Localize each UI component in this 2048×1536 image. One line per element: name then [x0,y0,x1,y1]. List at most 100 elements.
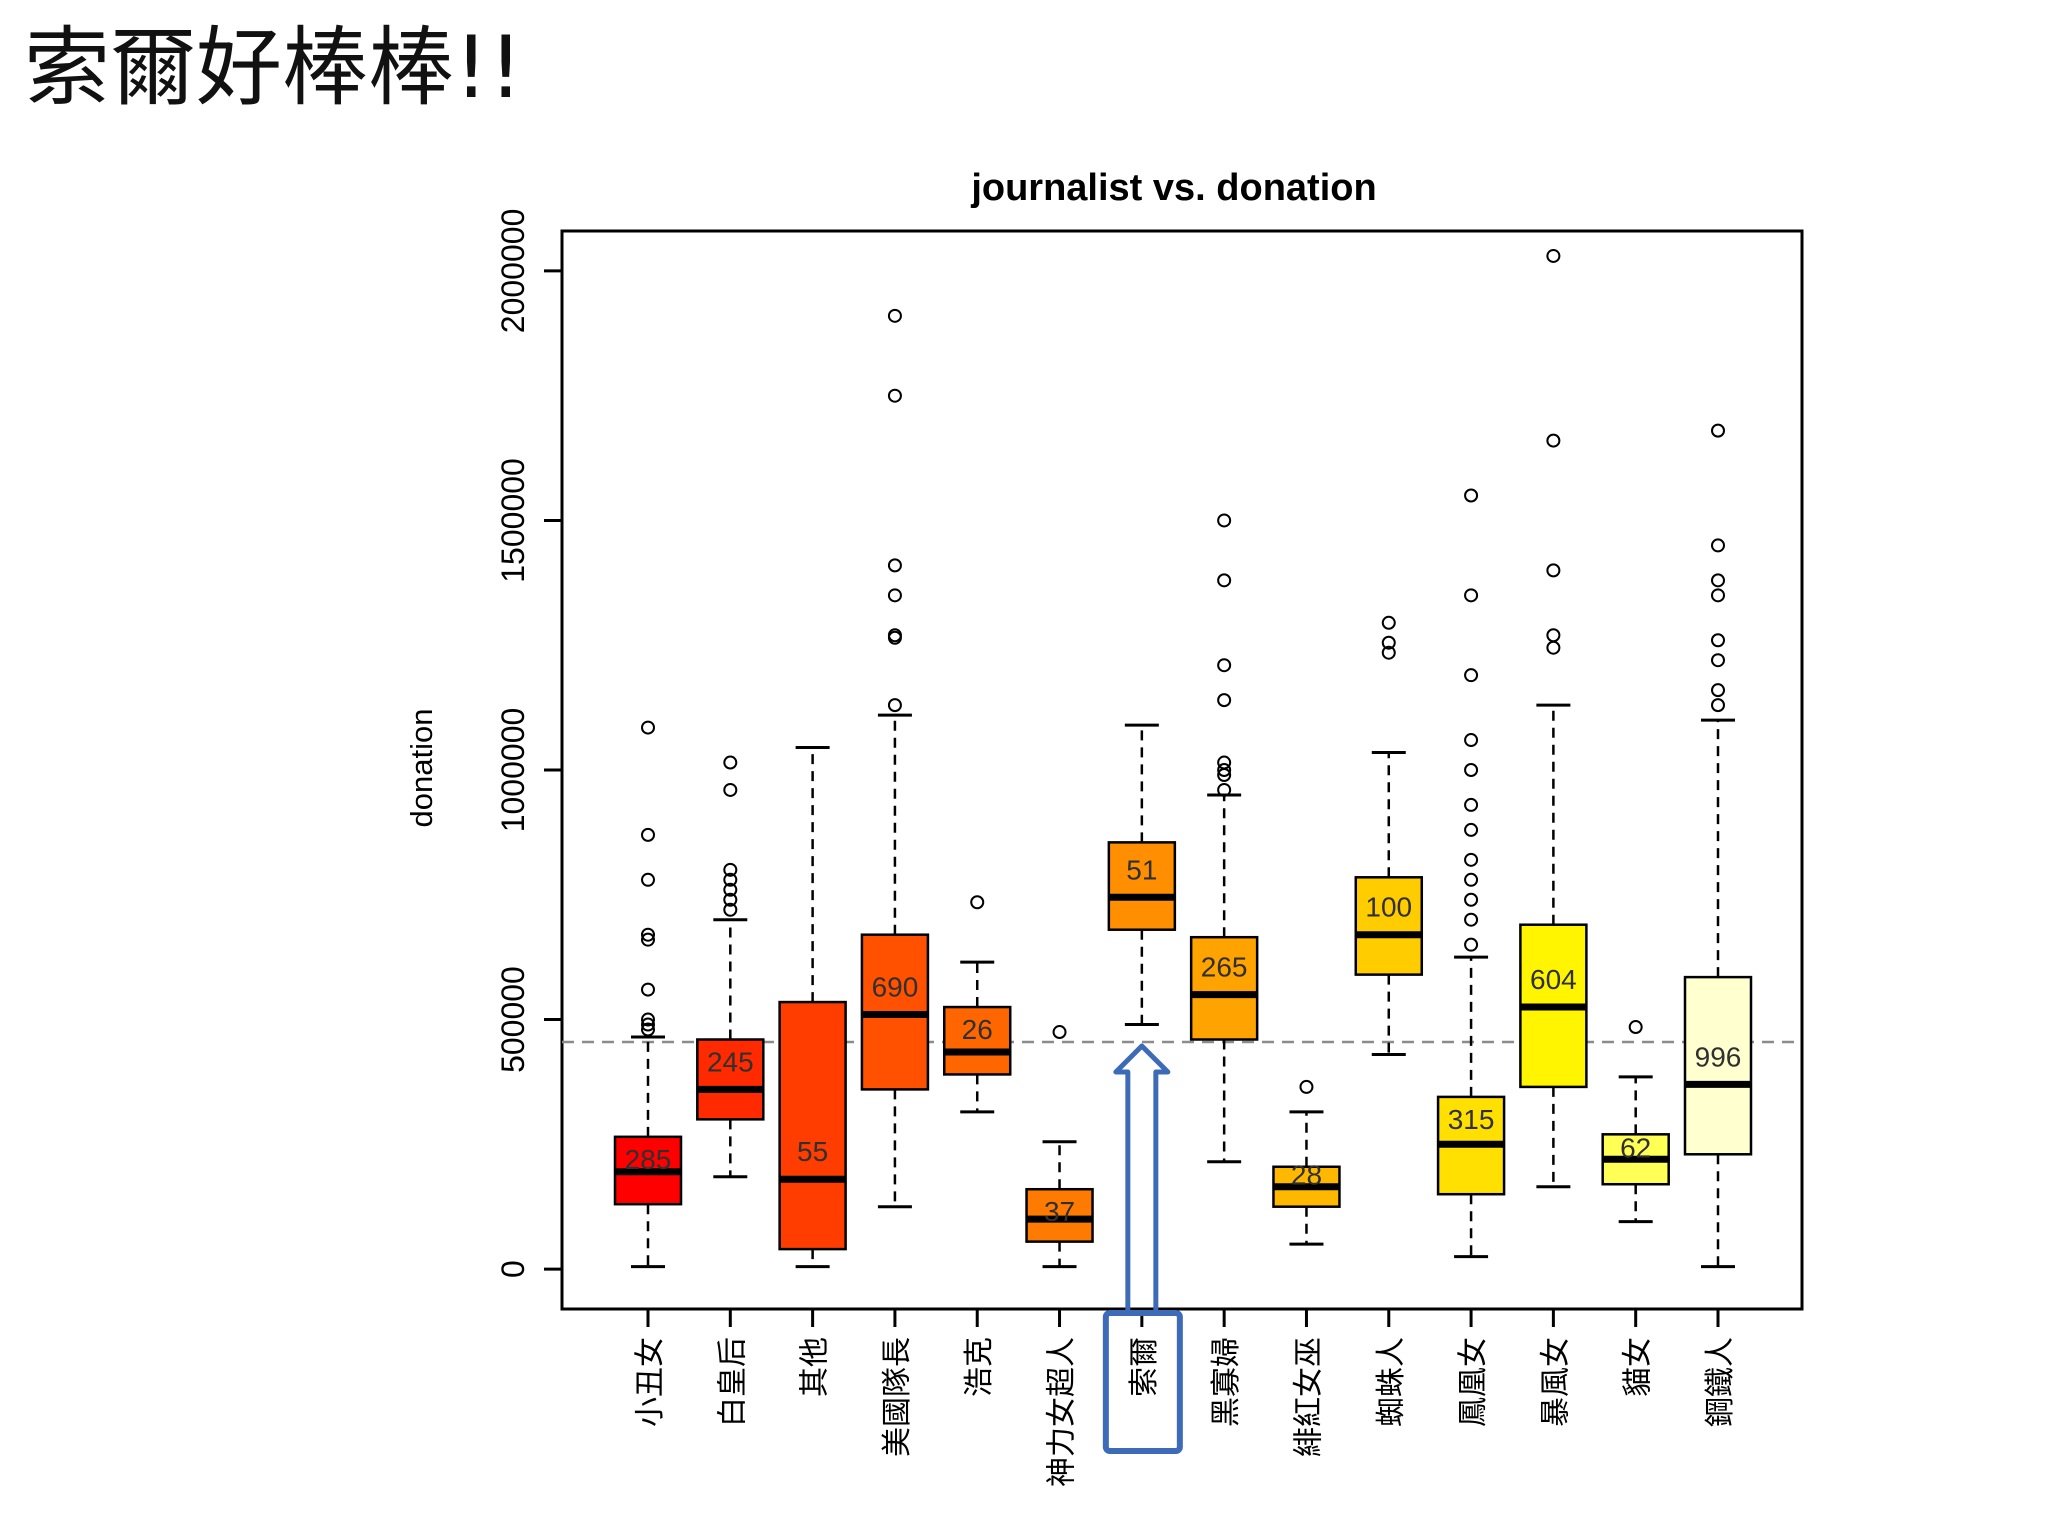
x-category-label: 鋼鐵人 [1703,1337,1738,1427]
outlier-point [1546,563,1561,578]
x-category-label: 蜘蛛人 [1374,1337,1409,1427]
x-category-label: 黑寡婦 [1209,1337,1244,1427]
outlier-point [1464,797,1479,812]
outlier-point [641,1022,655,1037]
outlier-point [723,862,738,877]
chart-title: journalist vs. donation [970,167,1376,209]
count-label: 55 [797,1136,828,1167]
box-黑寡婦: 265 黑寡婦 [1189,513,1259,1427]
count-label: 315 [1448,1104,1495,1135]
iqr-box [942,1005,1012,1076]
outlier-point [723,902,738,917]
outlier-point [1464,488,1479,503]
outlier-point [723,782,738,797]
iqr-box [1683,975,1753,1156]
x-category-label: 其他 [798,1337,833,1397]
box-小丑女: 285 小丑女 [613,720,683,1427]
outlier-point [887,308,902,323]
outlier-point [1628,1020,1643,1035]
outlier-point [1464,852,1479,867]
outlier-point [723,882,738,897]
outlier-point [1711,683,1725,698]
box-蜘蛛人: 100 蜘蛛人 [1354,615,1424,1427]
outlier-point [1464,668,1479,683]
x-category-label: 神力女超人 [1045,1337,1080,1487]
highlight-arrow [1113,1043,1171,1313]
outlier-point [641,872,655,887]
outlier-point [1381,635,1396,650]
outlier-point [1711,698,1725,713]
box-鳳凰女: 315 鳳凰女 [1436,488,1506,1427]
count-label: 62 [1620,1132,1651,1163]
highlight-frame [1102,1310,1183,1454]
outlier-point [641,1012,655,1027]
box-其他: 55 其他 [778,746,847,1397]
iqr-box [778,1000,847,1251]
outlier-point [887,388,902,403]
outlier-point [887,558,902,573]
outlier-point [1711,573,1725,588]
count-label: 690 [872,972,919,1003]
outlier-point [641,1017,655,1032]
count-label: 996 [1695,1041,1742,1072]
outlier-point [1546,433,1561,448]
iqr-box [696,1038,765,1121]
outlier-point [723,872,738,887]
x-category-label: 暴風女 [1538,1337,1573,1427]
iqr-box [1107,841,1177,931]
count-label: 245 [707,1047,754,1078]
count-label: 100 [1365,892,1412,923]
box-白皇后: 245 白皇后 [696,755,765,1427]
x-category-label: 索爾 [1127,1337,1162,1397]
outlier-point [1464,822,1479,837]
outlier-point [970,895,985,910]
outlier-point [1464,912,1479,927]
outlier-point [1217,513,1232,528]
slide-title: 索爾好棒棒!! [24,18,523,118]
box-神力女超人: 37 神力女超人 [1025,1025,1094,1487]
count-label: 51 [1126,854,1157,885]
outlier-point [1546,248,1561,263]
outlier-point [723,755,738,770]
count-label: 28 [1291,1160,1322,1191]
count-label: 604 [1530,964,1577,995]
x-category-label: 貓女 [1621,1337,1656,1397]
box-索爾: 51 索爾 [1102,723,1183,1454]
y-tick-label: 2000000 [495,209,531,334]
iqr-box [1354,876,1424,976]
outlier-point [887,628,902,643]
y-tick-label: 1000000 [495,708,531,833]
outlier-point [1711,538,1725,553]
y-tick-label: 1500000 [495,458,531,583]
outlier-point [641,827,655,842]
outlier-point [1217,763,1232,777]
count-label: 26 [962,1014,993,1045]
box-貓女: 62 貓女 [1601,1020,1670,1397]
outlier-point [1546,640,1561,655]
box-美國隊長: 690 美國隊長 [860,308,930,1457]
outlier-point [723,892,738,907]
outlier-point [1217,693,1232,708]
outlier-point [1546,628,1561,643]
x-category-label: 美國隊長 [880,1337,915,1457]
y-tick-label: 500000 [495,966,531,1073]
y-tick-label: 0 [495,1260,531,1278]
outlier-point [1464,892,1479,907]
outlier-point [641,720,655,735]
count-label: 265 [1201,952,1248,983]
x-category-label: 緋紅女巫 [1291,1337,1326,1457]
outlier-point [1052,1025,1067,1040]
outlier-point [1711,588,1725,603]
y-axis: 0 500000 1000000 1500000 2000000 [495,209,562,1278]
outlier-point [1464,733,1479,748]
outlier-point [1299,1079,1314,1094]
outlier-point [887,588,902,603]
x-category-label: 小丑女 [633,1337,668,1427]
outlier-point [1711,423,1725,438]
outlier-point [641,932,655,947]
outlier-point [1381,615,1396,630]
outlier-point [641,982,655,997]
outlier-point [1217,573,1232,588]
iqr-box [1189,935,1259,1041]
